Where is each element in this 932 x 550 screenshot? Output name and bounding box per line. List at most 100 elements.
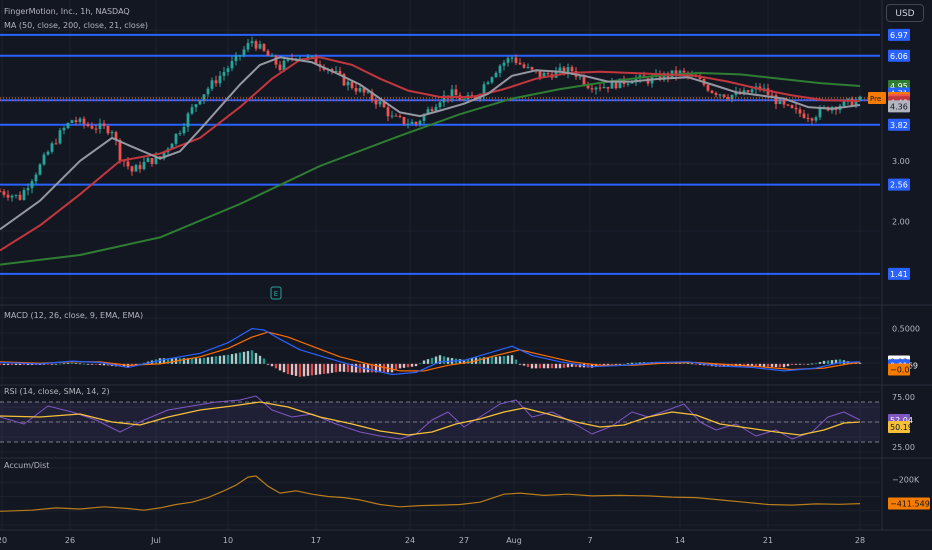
- candle-body: [494, 72, 498, 78]
- macd-histogram-bar: [186, 358, 190, 364]
- candle-body: [274, 55, 278, 65]
- candle-body: [114, 132, 118, 141]
- candle-body: [482, 84, 486, 95]
- horizontal-levels[interactable]: [0, 33, 880, 275]
- candle-body: [746, 90, 750, 93]
- price-level-label: 4.36: [890, 102, 908, 111]
- price-axis[interactable]: 3.002.006.976.064.954.71Pre4.574.504.484…: [868, 28, 932, 510]
- macd-histogram-bar: [458, 359, 462, 364]
- macd-histogram-bar: [34, 363, 38, 366]
- currency-button[interactable]: USD: [886, 4, 924, 22]
- earnings-marker-box[interactable]: [270, 286, 282, 300]
- candle-body: [174, 133, 178, 144]
- ad-tick-label: −200K: [892, 475, 920, 484]
- candle-body: [334, 70, 338, 72]
- candle-body: [586, 84, 590, 89]
- price-level-label: 4.95: [890, 82, 908, 91]
- macd-histogram-bar: [802, 363, 806, 365]
- macd-histogram-bar: [6, 363, 10, 366]
- candle-body: [810, 118, 814, 121]
- candle-body: [102, 123, 106, 127]
- earnings-marker-icon: E: [274, 290, 278, 298]
- candle-body: [14, 194, 18, 196]
- macd-histogram-bar: [546, 363, 550, 369]
- macd-histogram-bar: [522, 363, 526, 366]
- candle-body: [774, 95, 778, 104]
- macd-histogram-bar: [398, 363, 402, 369]
- candle-body: [342, 74, 346, 86]
- ad-legend[interactable]: Accum/Dist: [4, 461, 50, 470]
- candle-body: [538, 71, 542, 78]
- macd-histogram-bar: [298, 363, 302, 377]
- macd-tick-label: 0.5000: [892, 325, 920, 334]
- candle-body: [26, 188, 30, 191]
- candle-body: [778, 99, 782, 104]
- earnings-marker[interactable]: E: [270, 286, 282, 300]
- candle-body: [710, 90, 714, 93]
- macd-histogram-bar: [562, 363, 566, 368]
- rsi-pane: [0, 395, 880, 443]
- macd-histogram-bar: [530, 363, 534, 369]
- candle-body: [394, 115, 398, 117]
- candle-body: [130, 166, 134, 172]
- candle-body: [314, 56, 318, 65]
- macd-histogram-bar: [478, 357, 482, 364]
- macd-signal-line: [0, 331, 861, 372]
- macd-legend[interactable]: MACD (12, 26, close, 9, EMA, EMA): [4, 311, 144, 320]
- macd-histogram-bar: [578, 363, 582, 368]
- macd-histogram-bar: [542, 363, 546, 369]
- candle-body: [510, 57, 514, 59]
- macd-histogram-bar: [494, 356, 498, 364]
- candle-body: [750, 89, 754, 93]
- macd-histogram-bar: [166, 358, 170, 364]
- time-axis[interactable]: 20 26 Jul 10 17 24 27 Aug 7 14 21 28: [0, 536, 865, 545]
- candle-body: [2, 191, 6, 195]
- macd-histogram-bar: [822, 360, 826, 364]
- macd-histogram-bar: [486, 357, 490, 364]
- candle-body: [90, 126, 94, 129]
- macd-histogram-bar: [618, 363, 622, 365]
- macd-histogram-bar: [762, 363, 766, 367]
- candle-body: [806, 117, 810, 119]
- macd-histogram-bar: [42, 363, 46, 365]
- macd-histogram-bar: [566, 363, 570, 368]
- macd-histogram-bar: [438, 355, 442, 364]
- macd-histogram-bar: [98, 363, 102, 366]
- candle-body: [366, 91, 370, 93]
- macd-histogram-bar: [402, 363, 406, 368]
- candle-body: [442, 95, 446, 103]
- price-level-label: 1.41: [890, 270, 908, 279]
- candle-body: [558, 67, 562, 71]
- candle-body: [254, 41, 258, 49]
- candle-body: [530, 67, 534, 70]
- candle-body: [242, 49, 246, 56]
- rsi-value-label: 52.04: [890, 416, 913, 425]
- candle-body: [526, 67, 530, 69]
- macd-histogram-bar: [330, 363, 334, 373]
- macd-histogram-bar: [518, 363, 522, 365]
- macd-histogram-bar: [382, 363, 386, 373]
- macd-histogram-bar: [698, 363, 702, 365]
- macd-histogram-bar: [406, 363, 410, 368]
- macd-histogram-bar: [502, 355, 506, 364]
- candle-body: [726, 97, 730, 100]
- ma-legend[interactable]: MA (50, close, 200, close, 21, close): [4, 21, 149, 30]
- candle-body: [358, 88, 362, 92]
- macd-histogram-bar: [550, 363, 554, 369]
- time-tick-label: Jul: [150, 536, 161, 545]
- rsi-legend[interactable]: RSI (14, close, SMA, 14, 2): [4, 387, 110, 396]
- candle-body: [842, 100, 846, 106]
- macd-histogram-bar: [790, 363, 794, 366]
- macd-histogram-bar: [558, 363, 562, 369]
- macd-histogram-bar: [354, 363, 358, 373]
- candle-body: [450, 89, 454, 99]
- rsi-ma-line: [0, 401, 861, 436]
- candle-body: [462, 99, 466, 101]
- accum-dist-line: [0, 475, 861, 512]
- candle-body: [662, 73, 666, 80]
- candle-body: [630, 82, 634, 84]
- macd-histogram-bar: [766, 363, 770, 367]
- macd-histogram-bar: [754, 363, 758, 367]
- candle-body: [346, 81, 350, 86]
